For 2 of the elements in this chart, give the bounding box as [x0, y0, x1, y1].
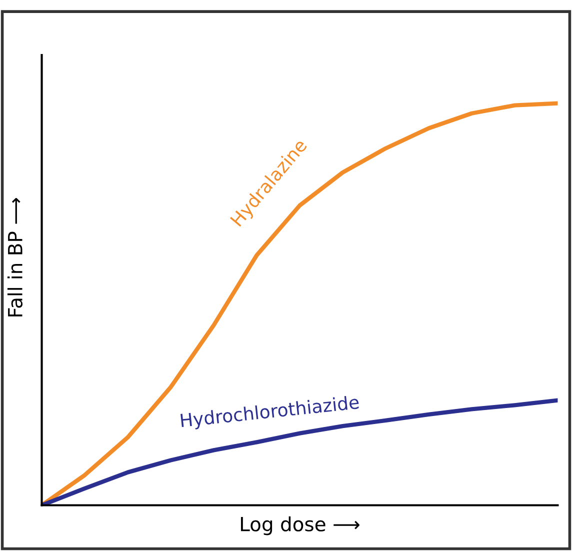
- y-axis-title: Fall in BP ⟶: [7, 198, 23, 316]
- x-axis-title: Log dose ⟶: [240, 516, 360, 536]
